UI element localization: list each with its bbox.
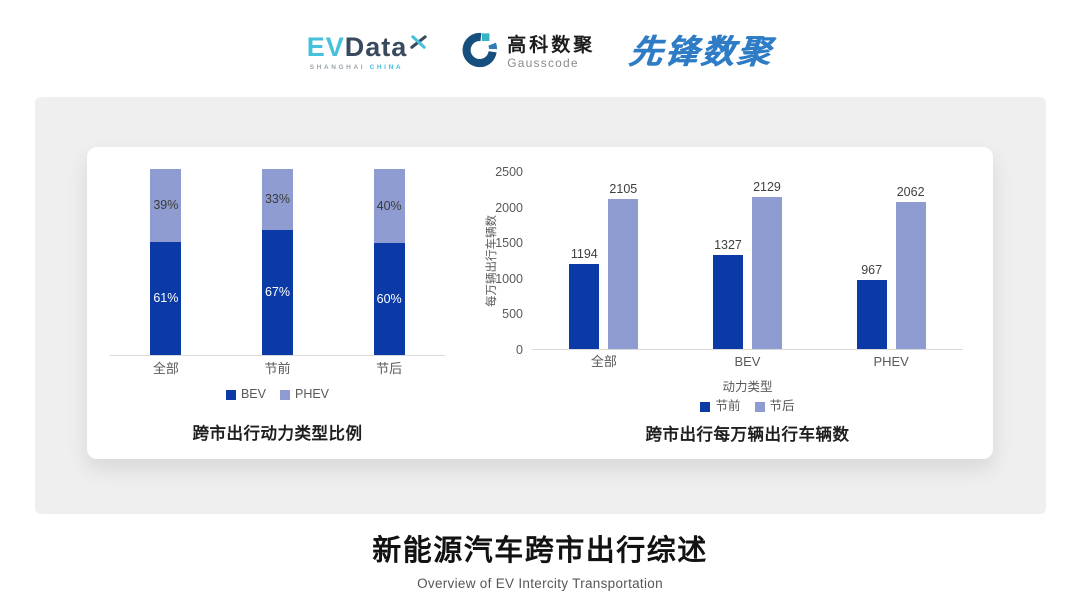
x-axis-label: 动力类型 — [722, 380, 773, 394]
bar-value-label: 2129 — [753, 180, 781, 194]
phev-segment: 39% — [150, 169, 182, 242]
legend-swatch — [279, 389, 290, 400]
phev-segment: 40% — [373, 169, 405, 244]
category-label: 全部 — [152, 361, 179, 376]
legend-label: BEV — [240, 387, 266, 401]
pioneer-logo: 先锋数聚 — [627, 33, 776, 70]
stacked-bar: 40% 60% — [373, 169, 405, 355]
bar-value-label: 1194 — [570, 247, 598, 261]
before-holiday-bar — [856, 280, 887, 349]
y-tick-label: 0 — [516, 343, 523, 357]
phev-value-label: 33% — [264, 192, 290, 207]
legend-item-BEV: BEV — [225, 387, 266, 401]
legend-label: 节后 — [769, 399, 795, 413]
gausscode-wordmark: 高科数聚 Gausscode — [507, 35, 595, 70]
grouped-plot: 1194 2105 1327 2129 967 2062 — [532, 172, 963, 350]
bar-with-label: 1327 — [712, 238, 743, 349]
bar-group: 1327 2129 — [712, 180, 782, 349]
category-label: 全部 — [590, 354, 617, 369]
slide-title: 新能源汽车跨市出行综述 — [372, 535, 708, 567]
bar-with-label: 2062 — [895, 185, 926, 349]
category-label: PHEV — [873, 354, 909, 369]
bar-with-label: 967 — [856, 263, 887, 349]
bev-value-label: 60% — [376, 291, 402, 306]
gausscode-cn-text: 高科数聚 — [507, 34, 596, 56]
bev-value-label: 67% — [264, 285, 290, 300]
after-holiday-bar — [751, 197, 782, 349]
bev-segment: 67% — [261, 230, 293, 355]
y-tick-label: 2500 — [495, 165, 523, 179]
legend-item-PHEV: PHEV — [279, 387, 330, 401]
bar-value-label: 2105 — [609, 182, 638, 196]
slide-footer: 新能源汽车跨市出行综述 Overview of EV Intercity Tra… — [0, 527, 1080, 591]
power-type-ratio-chart: 39% 61% 33% 67% 40% 60% 全部 节前 节后 BEV PHEV 跨市出行动力… — [110, 147, 445, 444]
bar-with-label: 2105 — [608, 182, 639, 349]
trips-per-10k-chart: 每万辆出行车辆数 0 500 1000 1500 2000 2500 1194 2105 13… — [477, 147, 977, 445]
bar-group: 1194 2105 — [569, 182, 639, 349]
legend-label: 节前 — [715, 399, 741, 413]
gausscode-en-text: Gausscode — [507, 55, 579, 70]
before-holiday-bar — [569, 264, 600, 349]
slide-panel: 39% 61% 33% 67% 40% 60% 全部 节前 节后 BEV PHEV 跨市出行动力… — [35, 97, 1046, 514]
phev-value-label: 39% — [153, 197, 179, 212]
legend-swatch — [225, 389, 236, 400]
bar-value-label: 1327 — [714, 238, 742, 252]
evdata-data-text: Data — [344, 31, 408, 62]
stacked-plot: 39% 61% 33% 67% 40% 60% — [110, 169, 445, 356]
left-chart-title: 跨市出行动力类型比例 — [192, 425, 363, 443]
evdata-x-icon — [409, 30, 428, 57]
evdata-china-text: CHINA — [369, 63, 404, 71]
stacked-bar: 39% 61% — [150, 169, 182, 355]
category-label: 节前 — [264, 361, 291, 376]
legend-item-节后: 节后 — [754, 399, 795, 413]
legend-item-节前: 节前 — [700, 399, 741, 413]
legend-label: PHEV — [294, 387, 330, 401]
y-tick-label: 1000 — [495, 271, 523, 286]
y-axis-ticks: 0 500 1000 1500 2000 2500 — [477, 147, 523, 362]
evdata-logo: EV Data SHANGHAI CHINA — [306, 31, 429, 71]
phev-segment: 33% — [261, 169, 293, 231]
y-tick-label: 500 — [502, 307, 523, 322]
stacked-category-row: 全部 节前 节后 — [110, 361, 445, 377]
bev-segment: 60% — [373, 243, 405, 355]
evdata-ev-text: EV — [306, 31, 345, 62]
y-tick-label: 1500 — [495, 236, 523, 251]
slide-subtitle: Overview of EV Intercity Transportation — [417, 576, 663, 591]
bar-value-label: 967 — [861, 263, 883, 277]
gausscode-g-icon — [462, 32, 498, 73]
phev-value-label: 40% — [376, 198, 402, 213]
after-holiday-bar — [895, 202, 926, 349]
stacked-legend: BEV PHEV — [110, 388, 445, 401]
gausscode-logo: 高科数聚 Gausscode — [462, 32, 595, 73]
category-label: 节后 — [376, 361, 403, 376]
bar-with-label: 2129 — [751, 180, 782, 349]
pioneer-wordmark: 先锋数聚 — [627, 33, 776, 70]
logo-bar: EV Data SHANGHAI CHINA 高科数聚 Gausscode — [0, 24, 1080, 80]
grouped-category-row: 全部 BEV PHEV — [532, 354, 963, 370]
evdata-wordmark: EV Data — [306, 31, 429, 62]
bev-segment: 61% — [150, 241, 182, 355]
bar-group: 967 2062 — [856, 185, 926, 349]
legend-swatch — [700, 401, 711, 412]
bar-with-label: 1194 — [569, 247, 600, 349]
grouped-chart-body: 1194 2105 1327 2129 967 2062 全部 BEV PHEV 动力类型 节… — [532, 172, 963, 445]
category-label: BEV — [734, 354, 761, 369]
evdata-shanghai-text: SHANGHAI — [309, 63, 366, 71]
after-holiday-bar — [608, 199, 639, 349]
legend-swatch — [754, 401, 765, 412]
bar-value-label: 2062 — [896, 185, 925, 199]
stacked-bar: 33% 67% — [261, 169, 293, 355]
charts-card: 39% 61% 33% 67% 40% 60% 全部 节前 节后 BEV PHEV 跨市出行动力… — [87, 147, 993, 459]
grouped-legend: 节前 节后 — [532, 400, 963, 413]
bev-value-label: 61% — [153, 290, 179, 305]
before-holiday-bar — [712, 255, 743, 349]
y-tick-label: 2000 — [495, 200, 523, 215]
evdata-tagline: SHANGHAI CHINA — [307, 64, 429, 71]
right-chart-title: 跨市出行每万辆出行车辆数 — [645, 426, 850, 444]
